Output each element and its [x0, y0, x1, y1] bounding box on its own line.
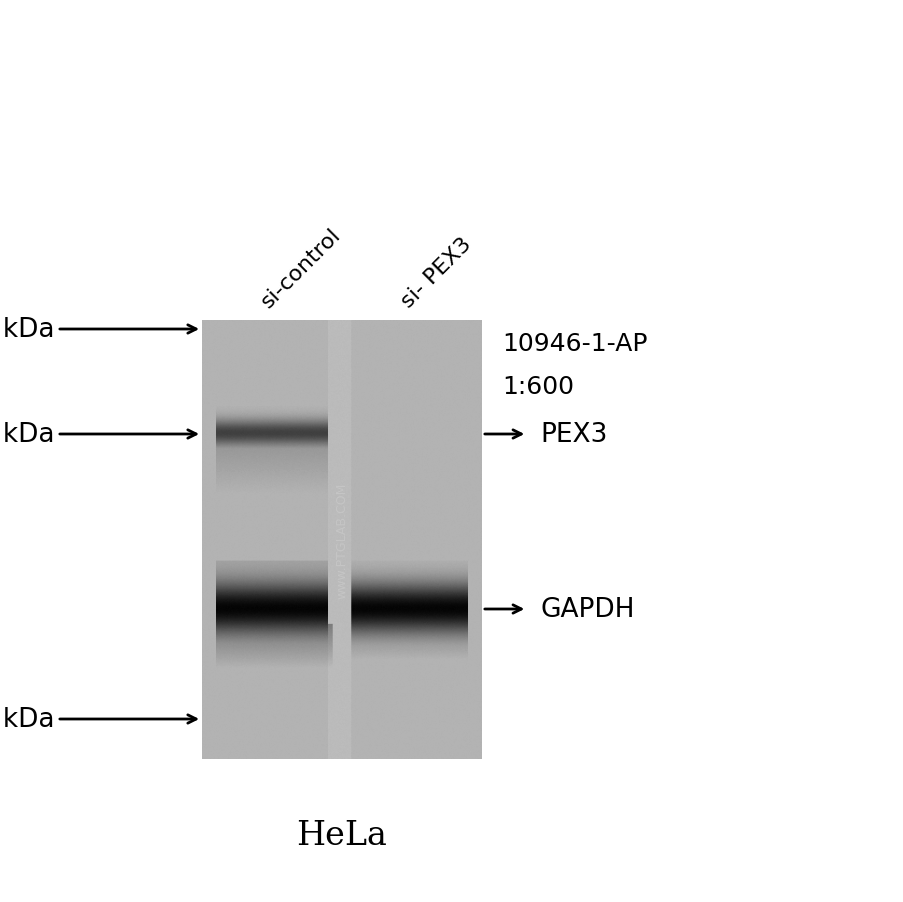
Text: HeLa: HeLa	[296, 819, 387, 851]
Text: si-control: si-control	[257, 225, 345, 312]
Text: 40 kDa: 40 kDa	[0, 421, 196, 447]
Text: 1:600: 1:600	[501, 375, 573, 399]
Text: www.PTGLAB.COM: www.PTGLAB.COM	[335, 483, 349, 599]
Text: GAPDH: GAPDH	[540, 596, 635, 622]
Text: 50 kDa: 50 kDa	[0, 317, 196, 343]
Text: 30 kDa: 30 kDa	[0, 706, 196, 732]
Text: PEX3: PEX3	[540, 421, 608, 447]
Text: 10946-1-AP: 10946-1-AP	[501, 332, 647, 355]
Text: si- PEX3: si- PEX3	[397, 234, 475, 312]
